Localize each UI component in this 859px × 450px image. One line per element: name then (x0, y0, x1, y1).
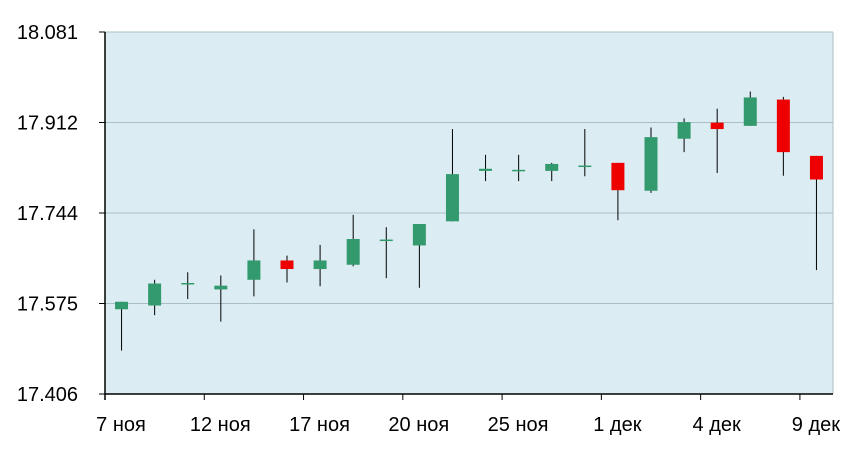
candle-body-up (412, 223, 426, 246)
candle-body-down (280, 260, 294, 270)
candle-body-up (479, 168, 493, 171)
x-tick-label: 9 дек (792, 414, 840, 436)
candle-body-up (313, 260, 327, 270)
candle-body-up (379, 239, 393, 242)
candle-body-up (115, 301, 129, 310)
candle-body-up (214, 285, 228, 290)
gridlines (99, 31, 834, 395)
candle-body-up (578, 165, 592, 168)
candle-body-down (809, 155, 823, 180)
y-tick-label: 18.081 (17, 22, 78, 44)
y-tick-label: 17.912 (17, 113, 78, 135)
axes (104, 32, 833, 400)
candle-body-up (247, 260, 261, 280)
candle-body-up (181, 282, 195, 285)
candle-body-up (644, 137, 658, 191)
candle-body-up (545, 163, 559, 171)
x-tick-label: 7 ноя (96, 414, 146, 436)
candles (115, 91, 823, 351)
y-tick-label: 17.575 (17, 294, 78, 316)
candle-body-down (611, 162, 625, 191)
candle-body-up (677, 122, 691, 139)
x-tick-label: 20 ноя (388, 414, 449, 436)
x-tick-label: 12 ноя (190, 414, 251, 436)
candle-body-down (710, 122, 724, 130)
x-tick-label: 4 дек (693, 414, 741, 436)
candle-body-up (743, 97, 757, 126)
x-tick-labels: 7 ноя 12 ноя 17 ноя 20 ноя 25 ноя 1 дек 4 дек 9… (96, 394, 840, 436)
y-tick-label: 17.406 (17, 384, 78, 406)
candle-body-up (512, 169, 526, 172)
x-tick-label: 25 ноя (488, 414, 549, 436)
candle-body-up (346, 239, 360, 265)
y-tick-label: 17.744 (17, 203, 78, 225)
candle-body-up (148, 283, 162, 306)
candle-body-down (776, 99, 790, 153)
x-tick-label: 17 ноя (289, 414, 350, 436)
y-tick-labels: 18.081 17.912 17.744 17.575 17.406 (17, 22, 78, 406)
x-tick-label: 1 дек (593, 414, 641, 436)
candle-body-up (445, 174, 459, 222)
